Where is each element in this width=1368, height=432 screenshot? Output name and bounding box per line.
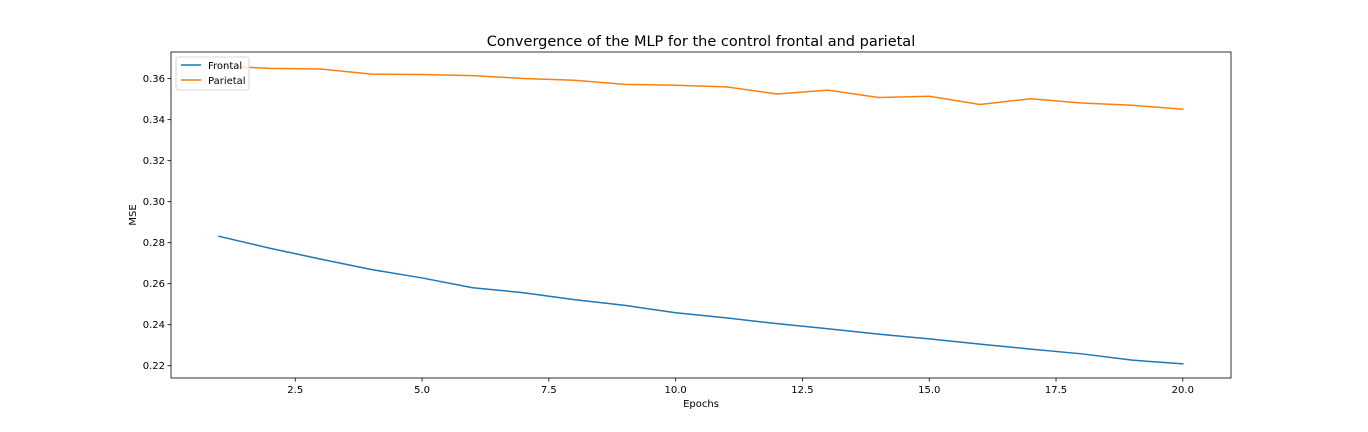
x-tick-label: 2.5 — [287, 385, 303, 396]
x-tick-label: 7.5 — [541, 385, 557, 396]
x-axis-ticks: 2.5 5.0 7.5 10.0 12.5 15.0 17.5 20.0 — [287, 378, 1194, 396]
x-tick-label: 20.0 — [1172, 385, 1194, 396]
y-tick-label: 0.34 — [143, 115, 165, 126]
series-line-frontal — [218, 235, 1184, 365]
plot-background — [171, 52, 1231, 378]
y-axis-label: MSE — [128, 204, 139, 225]
x-tick-label: 17.5 — [1045, 385, 1067, 396]
y-tick-label: 0.30 — [143, 197, 165, 208]
y-axis-ticks: 0.22 0.24 0.26 0.28 0.30 0.32 0.34 0.36 — [143, 74, 171, 372]
x-tick-label: 5.0 — [414, 385, 430, 396]
x-tick-label: 10.0 — [665, 385, 687, 396]
y-tick-label: 0.26 — [143, 279, 165, 290]
y-tick-label: 0.24 — [143, 320, 165, 331]
y-tick-label: 0.36 — [143, 74, 165, 85]
y-tick-label: 0.28 — [143, 238, 165, 249]
plot-frame — [170, 51, 1232, 379]
series-layer — [218, 65, 1184, 365]
legend: Frontal Parietal — [175, 56, 250, 91]
series-line-parietal — [218, 65, 1184, 111]
y-tick-label: 0.32 — [143, 156, 165, 167]
chart-title: Convergence of the MLP for the control f… — [487, 34, 915, 50]
x-axis-label: Epochs — [683, 399, 719, 410]
x-tick-label: 15.0 — [918, 385, 940, 396]
x-tick-label: 12.5 — [791, 385, 813, 396]
legend-label-parietal: Parietal — [208, 76, 246, 87]
y-tick-label: 0.22 — [143, 361, 165, 372]
legend-label-frontal: Frontal — [208, 61, 242, 72]
